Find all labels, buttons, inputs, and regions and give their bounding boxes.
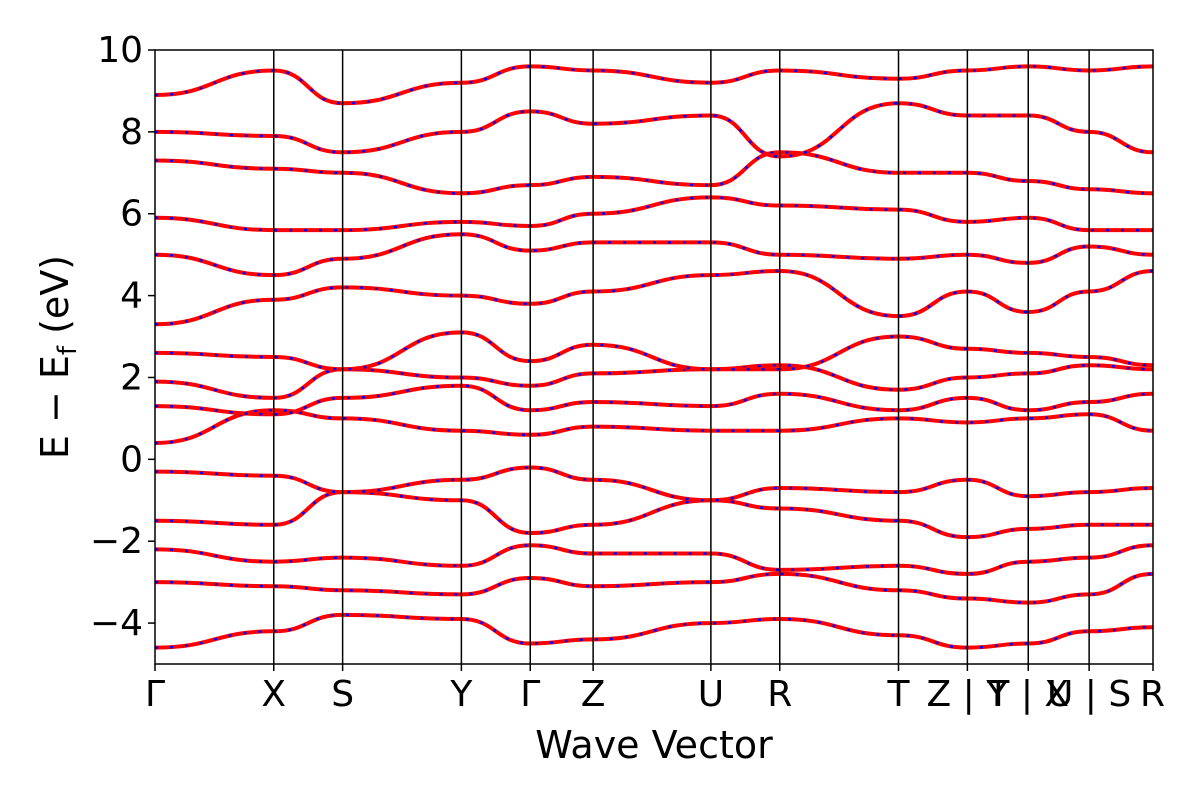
y-tick-label: 10 — [97, 30, 143, 71]
band-line-8-dashed — [155, 363, 1153, 400]
x-tick-label: Z — [581, 674, 606, 715]
x-tick-label: T | X — [986, 674, 1069, 715]
y-tick-label: −4 — [90, 603, 143, 644]
y-tick-label: 2 — [120, 357, 143, 398]
band-line-13 — [155, 150, 1153, 196]
band-line-15-dashed — [155, 65, 1153, 105]
y-tick-label: 0 — [120, 439, 143, 480]
y-axis-title-main: E − E — [33, 355, 77, 459]
band-line-14-dashed — [155, 101, 1153, 158]
band-line-7 — [155, 383, 1153, 417]
band-line-14 — [155, 101, 1153, 159]
plot-frame — [154, 49, 1154, 665]
band-line-7-dashed — [155, 384, 1153, 416]
band-line-4 — [155, 490, 1153, 540]
x-tick-label: R — [767, 674, 792, 715]
band-line-6 — [155, 408, 1153, 445]
band-line-12 — [155, 195, 1153, 233]
x-tick-label: R — [1140, 674, 1165, 715]
y-axis-title: E − Ef (eV) — [33, 255, 83, 459]
band-line-12-dashed — [155, 196, 1153, 232]
band-line-5-dashed — [155, 466, 1153, 502]
x-tick-label: Γ — [520, 674, 540, 715]
y-axis-title-unit: (eV) — [33, 255, 77, 346]
band-line-11-dashed — [155, 232, 1153, 277]
band-line-10-dashed — [155, 269, 1153, 326]
x-tick-label: Z | Y — [927, 674, 1010, 715]
band-line-13-dashed — [155, 151, 1153, 195]
kpoint-divider-lines — [273, 50, 1090, 664]
y-tick-label: 6 — [120, 194, 143, 235]
band-line-3-dashed — [155, 544, 1153, 576]
x-tick-label: T — [887, 674, 911, 715]
x-tick-label: U — [698, 674, 724, 715]
band-line-1 — [155, 612, 1153, 650]
band-lines — [155, 64, 1153, 650]
band-line-6-dashed — [155, 408, 1153, 445]
x-tick-label: S — [331, 674, 354, 715]
y-tick-label: 4 — [120, 276, 143, 317]
band-line-5 — [155, 465, 1153, 503]
band-line-10 — [155, 268, 1153, 327]
x-tick-label: Y — [449, 674, 473, 715]
y-tick-label: −2 — [90, 521, 143, 562]
x-tick-label: X — [261, 674, 286, 715]
y-axis-ticks: −4 −2 0 2 4 6 8 10 — [90, 30, 155, 644]
y-tick-label: 8 — [120, 112, 143, 153]
x-tick-label: U | S — [1047, 674, 1131, 715]
x-axis-title: Wave Vector — [535, 723, 773, 767]
y-axis-title-subscript: f — [53, 345, 83, 355]
x-tick-label: Γ — [145, 674, 165, 715]
band-line-9 — [155, 330, 1153, 372]
band-line-15 — [155, 64, 1153, 106]
band-line-2 — [155, 571, 1153, 605]
